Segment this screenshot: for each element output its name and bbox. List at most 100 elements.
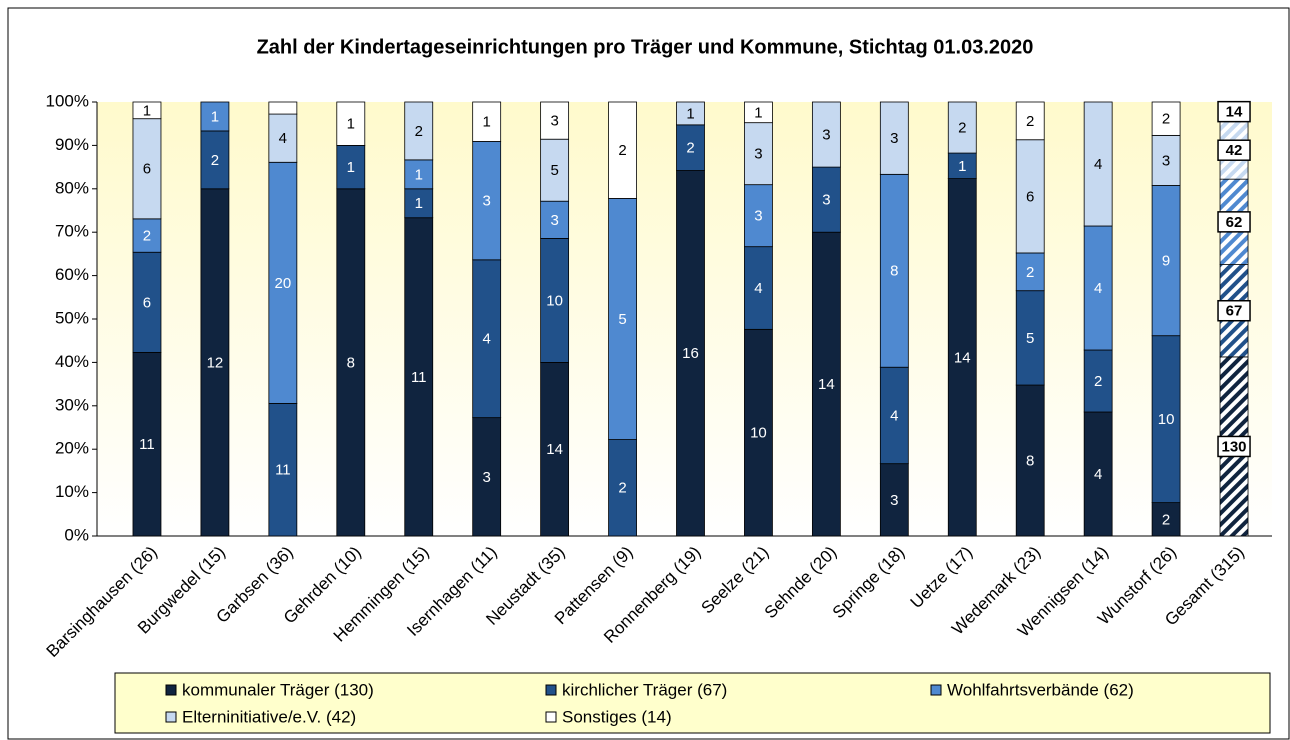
data-label: 2 [211, 152, 219, 169]
data-label: 2 [618, 480, 626, 497]
bar-segment [336, 101, 366, 146]
data-label: 4 [279, 130, 287, 147]
legend-label: Elterninitiative/e.V. (42) [182, 707, 356, 726]
legend-swatch [545, 711, 557, 723]
bar-segment [676, 124, 705, 171]
bar-segment [132, 118, 162, 220]
data-label: 10 [1158, 411, 1175, 428]
data-label: 3 [822, 127, 830, 144]
y-tick-label: 40% [55, 352, 89, 371]
data-label: 8 [890, 263, 898, 280]
bar-segment [1015, 101, 1045, 141]
data-label: 14 [1226, 104, 1243, 121]
bar-segment [879, 173, 909, 368]
bar-segment [540, 138, 570, 202]
data-label: 11 [139, 436, 155, 453]
data-label: 2 [415, 123, 423, 140]
data-label: 2 [143, 228, 151, 245]
label-box [1217, 435, 1251, 458]
bar-segment [268, 402, 298, 537]
data-label: 1 [143, 102, 151, 119]
bar-segment [268, 113, 298, 163]
data-label: 4 [754, 280, 762, 297]
bar-segment [744, 246, 773, 330]
data-label: 5 [618, 311, 626, 328]
data-label: 3 [822, 192, 830, 209]
data-label: 8 [347, 354, 355, 371]
bar-segment [132, 351, 162, 537]
y-tick-label: 80% [55, 178, 89, 197]
bar-segment [472, 101, 502, 142]
data-label: 11 [411, 369, 427, 386]
y-tick-label: 50% [55, 308, 89, 327]
data-label: 2 [958, 119, 966, 136]
bar-segment [879, 463, 909, 537]
label-box [1217, 100, 1251, 123]
bar-segment [608, 198, 637, 440]
data-label: 3 [754, 146, 762, 163]
bar-segment [879, 366, 909, 465]
data-label: 3 [1162, 152, 1170, 169]
data-label: 4 [1094, 156, 1102, 173]
data-label: 1 [415, 195, 423, 212]
bar-segment [744, 101, 773, 124]
y-tick-label: 70% [55, 222, 89, 241]
y-tick-label: 10% [55, 482, 89, 501]
data-label: 2 [1094, 373, 1102, 390]
bar-segment [1015, 252, 1045, 292]
data-label: 62 [1226, 214, 1243, 231]
bar-segment [472, 417, 502, 537]
bar-segment [811, 101, 841, 168]
bar-segment [404, 217, 434, 537]
label-box [1217, 299, 1251, 322]
bar-segment [132, 251, 162, 353]
data-label: 3 [550, 113, 558, 130]
bar-segment [132, 218, 162, 253]
bar-segment [1151, 502, 1181, 537]
bar-segment [1015, 290, 1045, 386]
data-label: 3 [483, 469, 491, 486]
data-label: 10 [546, 292, 563, 309]
data-label: 20 [275, 275, 292, 292]
data-label: 1 [958, 158, 966, 175]
data-label: 130 [1222, 438, 1247, 455]
data-label: 42 [1226, 142, 1243, 159]
bar-segment [540, 237, 570, 363]
data-label: 5 [550, 162, 558, 179]
y-tick-label: 90% [55, 135, 89, 154]
bar-segment [268, 161, 298, 404]
data-label: 14 [954, 349, 971, 366]
legend-label: Sonstiges (14) [562, 707, 672, 726]
data-label: 2 [618, 142, 626, 159]
bar-segment [1015, 384, 1045, 537]
bar-segment [472, 141, 502, 261]
data-label: 6 [143, 161, 151, 178]
data-label: 16 [682, 345, 699, 362]
bar-segment [947, 101, 977, 154]
bar-segment [744, 122, 773, 186]
bar-segment [200, 101, 230, 132]
bar-segment [1015, 139, 1045, 254]
bar-segment [200, 188, 230, 537]
data-label: 2 [1162, 511, 1170, 528]
data-label: 3 [550, 212, 558, 229]
y-tick-label: 20% [55, 439, 89, 458]
data-label: 8 [1026, 452, 1034, 469]
data-label: 3 [483, 193, 491, 210]
legend-label: kommunaler Träger (130) [182, 680, 374, 699]
data-label: 14 [546, 441, 563, 458]
data-label: 1 [347, 159, 355, 176]
bar-segment [336, 144, 366, 190]
bar-segment [608, 439, 637, 537]
data-label: 9 [1162, 253, 1170, 270]
bar-segment [811, 231, 841, 537]
data-label: 14 [818, 376, 835, 393]
data-label: 2 [1026, 113, 1034, 130]
bar-segment [1151, 101, 1181, 136]
bar-segment [540, 101, 570, 140]
legend-swatch [165, 684, 177, 696]
data-label: 1 [211, 108, 219, 125]
data-label: 2 [1026, 264, 1034, 281]
bar-segment [540, 200, 570, 239]
